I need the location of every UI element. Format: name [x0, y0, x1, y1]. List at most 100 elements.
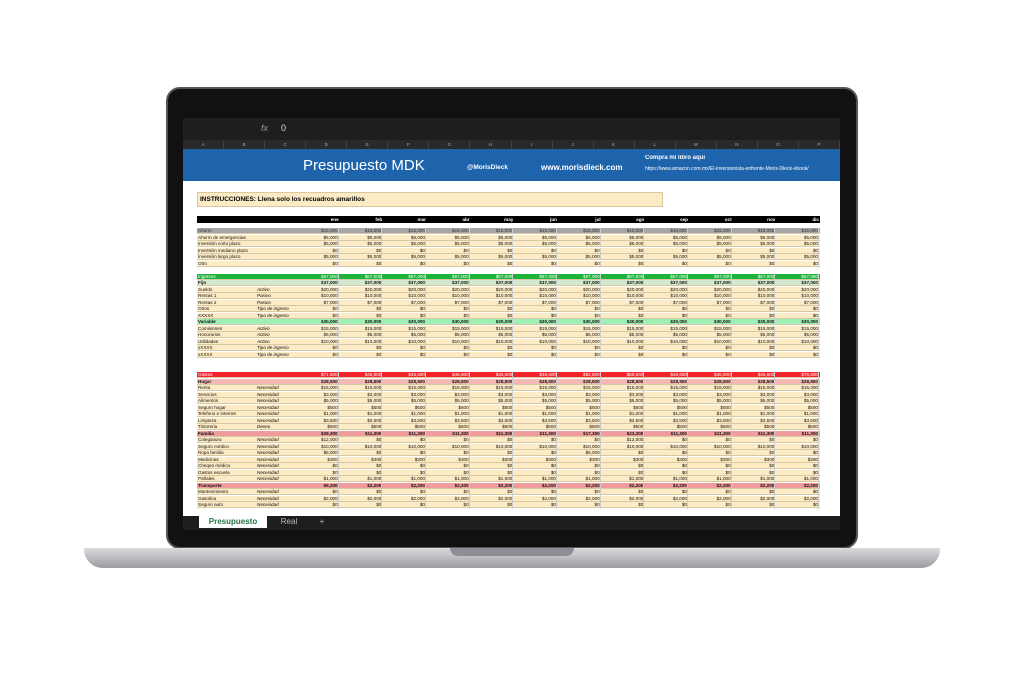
value-cell: $0 [471, 351, 514, 358]
value-cell: $5,000 [471, 332, 514, 339]
value-cell: $3,500 [471, 417, 514, 425]
value-cell: $500 [427, 424, 470, 431]
value-cell: $17,300 [558, 430, 601, 438]
value-cell: $15,000 [558, 228, 601, 235]
value-cell: $15,000 [296, 385, 339, 392]
value-cell: $15,000 [776, 325, 819, 332]
value-cell: $0 [296, 463, 339, 470]
column-letter: C [265, 141, 307, 148]
value-cell: $300 [558, 456, 601, 464]
value-cell: $0 [558, 247, 601, 254]
value-cell: $5,000 [471, 398, 514, 405]
banner [183, 149, 840, 181]
value-cell: $0 [427, 351, 470, 358]
table-row [197, 398, 820, 405]
value-cell: $0 [296, 312, 339, 319]
value-cell: $2,200 [689, 482, 732, 490]
value-cell: $0 [296, 489, 339, 496]
table-row [197, 228, 820, 235]
value-cell: $0 [733, 345, 776, 352]
value-cell: $5,000 [558, 332, 601, 339]
value-cell: $5,000 [514, 398, 557, 405]
value-cell: $3,500 [689, 417, 732, 425]
value-cell: $0 [471, 437, 514, 444]
value-cell: $0 [514, 312, 557, 319]
value-cell: $500 [471, 424, 514, 431]
value-cell: $10,000 [471, 443, 514, 451]
value-cell: $0 [340, 260, 383, 267]
value-cell: $5,000 [514, 241, 557, 248]
value-cell: $0 [645, 306, 688, 313]
table-row [197, 241, 820, 248]
value-cell: $20,000 [427, 286, 470, 293]
row-label: xXXXX [198, 345, 213, 350]
value-cell: $30,000 [602, 319, 645, 326]
value-cell: $3,500 [383, 417, 426, 425]
value-cell: $0 [733, 312, 776, 319]
value-cell: $5,000 [733, 241, 776, 248]
sheet-tab[interactable]: Real [280, 517, 298, 526]
value-cell: $0 [383, 469, 426, 477]
row-label: Seguro hogar [198, 404, 226, 410]
table-row [197, 338, 820, 345]
value-cell: $0 [733, 437, 776, 444]
table-row [197, 299, 820, 306]
value-cell: $2,200 [602, 482, 645, 490]
value-cell: $15,000 [383, 385, 426, 392]
value-cell: $0 [296, 306, 339, 313]
value-cell: $46,600 [645, 372, 688, 379]
table-row [197, 424, 820, 431]
banner-book-label: Compra mi libro aquí [645, 155, 706, 161]
value-cell: $28,500 [558, 378, 601, 386]
value-cell: $0 [645, 247, 688, 254]
value-cell: $2,200 [733, 482, 776, 490]
value-cell: $500 [733, 404, 776, 412]
value-cell: $10,000 [296, 443, 339, 451]
row-kind: Necesidad [257, 417, 279, 423]
value-cell: $0 [296, 247, 339, 254]
value-cell: $15,000 [383, 325, 426, 332]
value-cell: $0 [427, 463, 470, 470]
value-cell: $5,000 [776, 234, 819, 241]
row-kind: Tipo de ingreso [257, 312, 289, 318]
value-cell: $1,000 [427, 411, 470, 418]
value-cell: $3,500 [602, 417, 645, 425]
value-cell: $2,000 [645, 495, 688, 503]
value-cell: $20,000 [471, 286, 514, 293]
value-cell: $10,000 [733, 293, 776, 300]
value-cell: $3,000 [296, 391, 339, 399]
value-cell: $5,000 [427, 254, 470, 261]
value-cell: $3,000 [645, 391, 688, 399]
row-kind: Necesidad [257, 502, 279, 508]
table-row [197, 273, 820, 280]
value-cell: $5,000 [645, 332, 688, 339]
table-row [197, 417, 820, 424]
value-cell: $5,000 [602, 332, 645, 339]
value-cell: $23,300 [602, 430, 645, 438]
table-row [197, 404, 820, 411]
value-cell: $0 [514, 345, 557, 352]
value-cell: $5,000 [427, 332, 470, 339]
column-letter: N [717, 141, 758, 148]
value-cell: $5,000 [514, 332, 557, 339]
value-cell: $0 [602, 345, 645, 352]
value-cell: $0 [427, 489, 470, 496]
sheet-tab[interactable]: + [319, 517, 325, 526]
sheet-tab[interactable]: Presupuesto [199, 516, 267, 528]
value-cell: $300 [296, 456, 339, 464]
value-cell: $3,500 [776, 417, 819, 425]
value-cell: $300 [645, 456, 688, 464]
column-letter: H [470, 141, 512, 148]
value-cell: $15,000 [471, 325, 514, 332]
month-header: abr [462, 217, 470, 222]
value-cell: $7,000 [558, 299, 601, 306]
column-letter: E [347, 141, 389, 148]
row-label: Transporte [198, 482, 222, 488]
value-cell: $500 [733, 424, 776, 431]
row-label: Medicinas [198, 456, 219, 462]
value-cell: $5,000 [471, 254, 514, 261]
value-cell: $0 [689, 450, 732, 457]
row-label: Alimentos [198, 398, 219, 404]
value-cell: $2,000 [602, 495, 645, 503]
row-kind: Activo [257, 338, 270, 344]
